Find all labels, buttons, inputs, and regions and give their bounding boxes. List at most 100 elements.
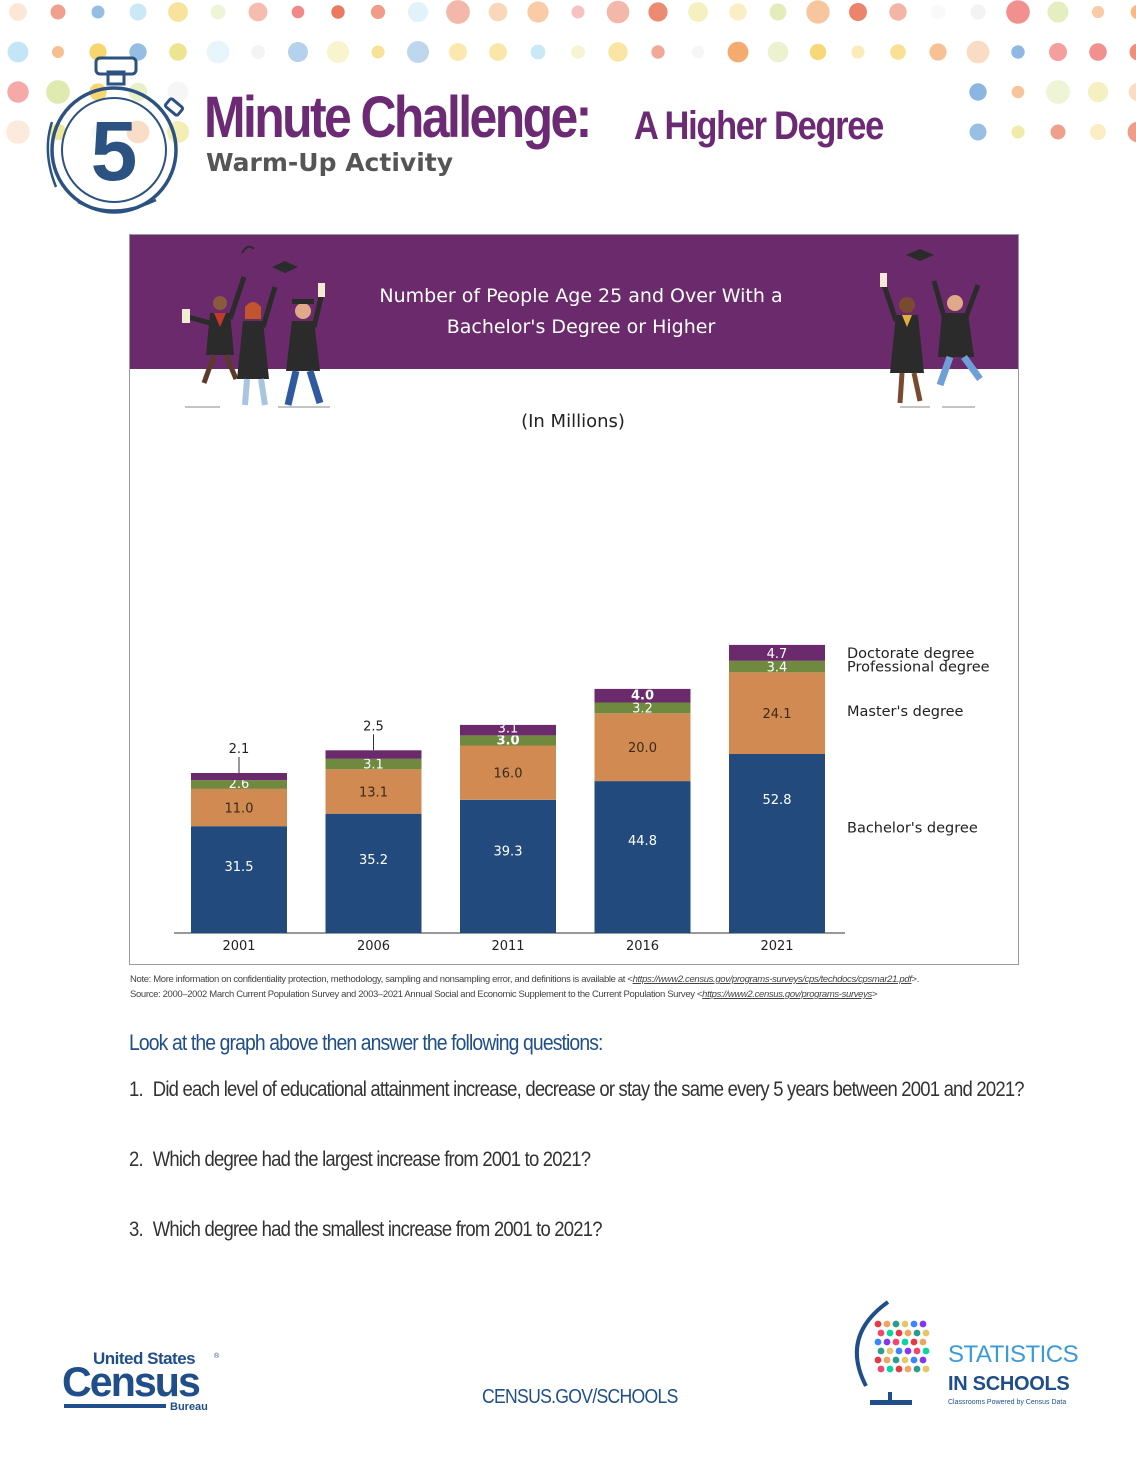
chart-title-line2: Bachelor's Degree or Higher xyxy=(447,316,716,338)
bar-segment-doctorate-degree2001 xyxy=(191,773,287,781)
page-title: Minute Challenge: A Higher Degree xyxy=(204,84,884,151)
title-suffix: A Higher Degree xyxy=(634,104,884,148)
decorative-dot xyxy=(1011,85,1025,99)
note-line-2: Source: 2000–2002 March Current Populati… xyxy=(130,989,878,1000)
globe-dot xyxy=(901,1338,909,1346)
globe-dot xyxy=(919,1320,927,1328)
census-bureau-logo: United States ® Census Bureau xyxy=(62,1349,220,1413)
unit-label: (In Millions) xyxy=(521,411,625,432)
globe-dot xyxy=(892,1320,900,1328)
bar-segment-professional-degree2006 xyxy=(325,758,422,770)
decorative-dot xyxy=(126,120,150,144)
globe-dot xyxy=(892,1338,900,1346)
data-label: 3.1 xyxy=(363,757,384,772)
stacked-bar-chart: Number of People Age 25 and Over With a … xyxy=(174,245,990,954)
globe-dot xyxy=(913,1347,921,1355)
decorative-dot xyxy=(248,2,268,22)
svg-text:Census: Census xyxy=(62,1358,200,1405)
note-link-2[interactable]: https://www2.census.gov/programs-surveys xyxy=(702,989,872,1000)
decorative-dot xyxy=(168,2,188,22)
question-3: 3. Which degree had the smallest increase… xyxy=(129,1218,603,1241)
decorative-dot xyxy=(50,4,66,20)
globe-dot xyxy=(922,1329,930,1337)
decorative-dot xyxy=(969,123,987,141)
chart-note: Note: More information on confidentialit… xyxy=(130,972,1030,1002)
timer-number: 5 xyxy=(91,104,138,198)
data-label: 52.8 xyxy=(763,793,792,808)
data-label: 2.5 xyxy=(363,719,384,734)
decorative-dot xyxy=(327,41,349,63)
decorative-dot xyxy=(7,41,29,63)
globe-dot xyxy=(892,1356,900,1364)
globe-dot xyxy=(922,1347,930,1355)
globe-dot xyxy=(922,1365,930,1373)
data-label: 3.0 xyxy=(496,734,519,749)
x-tick-label: 2006 xyxy=(357,939,390,954)
x-tick-label: 2001 xyxy=(222,939,255,954)
bar-segment-master-s-degree2021 xyxy=(729,672,825,754)
bar-segment-bachelor-s-degree2001 xyxy=(191,826,287,933)
decorative-dot xyxy=(1006,0,1030,24)
globe-dot xyxy=(904,1365,912,1373)
census-schools-link[interactable]: CENSUS.GOV/SCHOOLS xyxy=(482,1386,678,1408)
data-label: 4.7 xyxy=(767,647,788,662)
globe-dot xyxy=(910,1338,918,1346)
globe-dot xyxy=(901,1320,909,1328)
data-label: 44.8 xyxy=(628,834,657,849)
decorative-dot xyxy=(889,3,907,21)
decorative-dot xyxy=(966,40,990,64)
globe-dot xyxy=(895,1329,903,1337)
decorative-dot xyxy=(527,1,549,23)
data-label: 2.1 xyxy=(229,742,250,757)
decorative-dot xyxy=(688,2,708,22)
globe-dot xyxy=(913,1329,921,1337)
decorative-dot xyxy=(489,43,507,61)
bar-segment-bachelor-s-degree2016 xyxy=(594,781,691,933)
chart-panel: Number of People Age 25 and Over With a … xyxy=(129,234,1019,965)
decorative-dot xyxy=(890,44,906,60)
legend-entry: Professional degree xyxy=(847,660,990,676)
decorative-dot xyxy=(1089,43,1107,61)
decorative-dot xyxy=(1091,5,1105,19)
globe-dot xyxy=(904,1347,912,1355)
decorative-dot xyxy=(371,45,385,59)
globe-dot xyxy=(910,1320,918,1328)
x-tick-label: 2011 xyxy=(491,939,524,954)
bar-segment-professional-degree2016 xyxy=(594,702,691,714)
decorative-dot xyxy=(969,83,987,101)
decorative-dot xyxy=(849,3,867,21)
bar-segment-bachelor-s-degree2021 xyxy=(729,754,825,933)
bar-segment-master-s-degree2001 xyxy=(191,788,287,827)
bar-segment-bachelor-s-degree2006 xyxy=(325,813,422,933)
decorative-dot xyxy=(930,4,946,20)
page-subtitle: Warm-Up Activity xyxy=(206,148,454,177)
statistics-in-schools-logo: STATISTICS IN SCHOOLS Classrooms Powered… xyxy=(854,1300,1079,1406)
decorative-dot xyxy=(1011,125,1025,139)
globe-dot xyxy=(901,1356,909,1364)
svg-text:United States: United States xyxy=(93,1349,195,1368)
decorative-dot xyxy=(9,3,27,21)
globe-dot xyxy=(883,1338,891,1346)
question-2: 2. Which degree had the largest increase … xyxy=(129,1148,591,1171)
data-label: 4.0 xyxy=(631,689,654,704)
data-label: 31.5 xyxy=(225,860,254,875)
data-label: 3.2 xyxy=(632,701,653,716)
decorative-dot xyxy=(608,42,628,62)
decorative-dot xyxy=(1087,81,1109,103)
data-label: 13.1 xyxy=(359,786,388,801)
data-label: 11.0 xyxy=(225,802,254,817)
globe-dot xyxy=(919,1356,927,1364)
decorative-dot xyxy=(1090,124,1106,140)
decorative-dot xyxy=(288,42,308,62)
note-link-1[interactable]: https://www2.census.gov/programs-surveys… xyxy=(632,974,912,985)
legend-entry: Bachelor's degree xyxy=(847,821,978,837)
decorative-dot xyxy=(1011,45,1025,59)
data-label: 2.6 xyxy=(229,777,250,792)
data-label: 20.0 xyxy=(628,741,657,756)
data-label: 16.0 xyxy=(494,767,523,782)
svg-text:Classrooms Powered by Census D: Classrooms Powered by Census Data xyxy=(948,1399,1066,1406)
decorative-dot xyxy=(90,124,106,140)
data-label: 39.3 xyxy=(494,845,523,860)
decorative-dot xyxy=(691,45,705,59)
chart-title-line1: Number of People Age 25 and Over With a xyxy=(379,285,782,307)
